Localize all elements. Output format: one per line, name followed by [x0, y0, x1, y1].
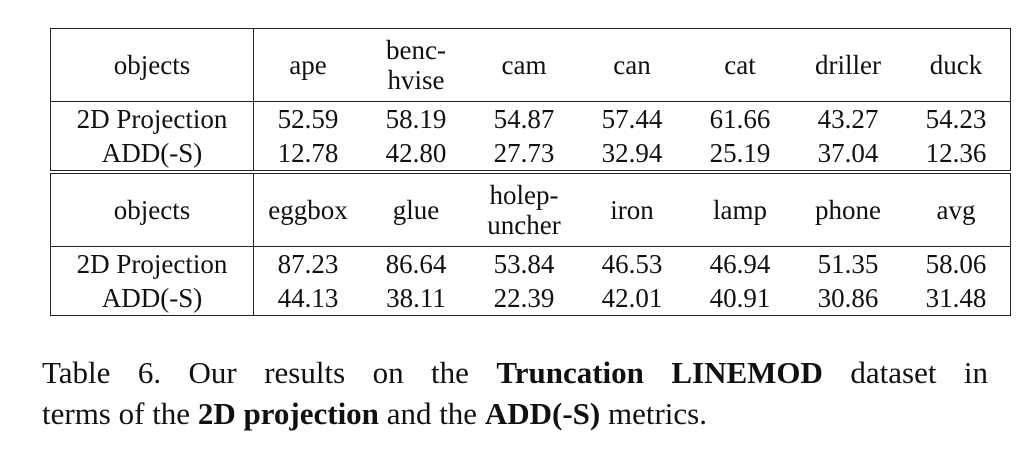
header-line: phone	[815, 195, 881, 225]
header-cell: eggbox	[253, 170, 362, 247]
data-cell: 42.01	[578, 281, 686, 316]
row-label: ADD(-S)	[50, 281, 254, 316]
data-cell: 86.64	[385, 249, 447, 279]
data-cell: 51.35	[817, 249, 879, 279]
data-cell: 43.27	[817, 104, 879, 134]
header-cell: lamp	[686, 170, 794, 247]
data-cell: 25.19	[709, 138, 771, 168]
header-cell: cat	[686, 28, 794, 102]
data-cell: 12.78	[277, 138, 339, 168]
caption-text: terms of the	[42, 396, 198, 431]
header-line: ape	[289, 50, 327, 80]
caption: Table 6. Our results on the Truncation L…	[42, 352, 988, 434]
data-cell: 52.59	[277, 104, 339, 134]
header-cell: iron	[578, 170, 686, 247]
caption-line: Table 6. Our results on the Truncation L…	[42, 352, 988, 393]
header-line: benc-	[386, 35, 446, 65]
data-cell: 44.13	[253, 281, 362, 316]
data-row: ADD(-S) 44.13 38.11 22.39 42.01 40.91 30.86 31.…	[50, 281, 1011, 316]
header-line: avg	[936, 195, 976, 225]
data-cell: 30.86	[794, 281, 902, 316]
data-cell: 46.53	[601, 249, 663, 279]
data-cell: 12.36	[902, 136, 1011, 172]
data-cell: 42.80	[385, 138, 447, 168]
header-cell: duck	[902, 28, 1011, 102]
header-line: glue	[392, 195, 440, 225]
data-cell: 58.06	[902, 246, 1011, 281]
header-cell: glue	[362, 170, 470, 247]
header-cell: benc-hvise	[362, 28, 470, 102]
data-cell: 32.94	[601, 138, 663, 168]
data-cell: 54.23	[902, 101, 1011, 136]
header-line: can	[613, 50, 651, 80]
data-cell: 53.84	[493, 249, 555, 279]
caption-text: metrics.	[600, 396, 707, 431]
data-cell: 61.66	[709, 104, 771, 134]
data-cell: 38.11	[362, 281, 470, 316]
header-cell: ape	[253, 28, 362, 102]
header-line: cat	[724, 50, 756, 80]
row-label: ADD(-S)	[50, 136, 254, 172]
header-row: objects ape benc-hvise cam can cat driller duck	[50, 28, 1011, 102]
header-cell: can	[578, 28, 686, 102]
header-line: objects	[113, 50, 191, 80]
caption-text: ADD(-S)	[484, 396, 601, 431]
header-line: iron	[610, 195, 654, 225]
header-cell: avg	[902, 170, 1011, 247]
header-line: holep-	[489, 180, 559, 210]
header-line: uncher	[487, 210, 561, 240]
data-cell: 22.39	[470, 281, 578, 316]
header-line: objects	[113, 195, 191, 225]
results-table: objects ape benc-hvise cam can cat driller duck…	[50, 28, 1011, 316]
data-cell: 87.23	[277, 249, 339, 279]
data-cell: 54.87	[493, 104, 555, 134]
header-line: cam	[501, 50, 547, 80]
row-label: 2D Projection	[50, 246, 254, 281]
header-line: lamp	[713, 195, 767, 225]
header-cell: phone	[794, 170, 902, 247]
data-row: 2D Projection 52.59 58.19 54.87 57.44 61.66 43…	[50, 101, 1011, 136]
data-cell: 46.94	[709, 249, 771, 279]
header-cell: cam	[470, 28, 578, 102]
row-label: 2D Projection	[50, 101, 254, 136]
header-cell: driller	[794, 28, 902, 102]
data-cell: 27.73	[493, 138, 555, 168]
data-cell: 57.44	[601, 104, 663, 134]
header-line: hvise	[387, 65, 445, 95]
caption-text: dataset in	[822, 355, 989, 390]
data-cell: 40.91	[686, 281, 794, 316]
caption-text: Truncation LINEMOD	[496, 355, 823, 390]
header-line: driller	[815, 50, 881, 80]
caption-text: and the	[378, 396, 485, 431]
caption-line: terms of the 2D projection and the ADD(-…	[42, 393, 988, 434]
data-row: 2D Projection 87.23 86.64 53.84 46.53 46.94 51…	[50, 246, 1011, 281]
header-line: eggbox	[268, 195, 348, 225]
header-line: duck	[929, 50, 983, 80]
header-cell: holep-uncher	[470, 170, 578, 247]
caption-text: Table 6. Our results on the	[42, 355, 497, 390]
header-cell: objects	[50, 170, 254, 247]
header-cell: objects	[50, 28, 254, 102]
header-row: objects eggbox glue holep-uncher iron lamp pho…	[50, 170, 1011, 247]
data-cell: 37.04	[817, 138, 879, 168]
data-cell: 58.19	[385, 104, 447, 134]
data-row: ADD(-S) 12.78 42.80 27.73 32.94 25.19 37.04 12.…	[50, 136, 1011, 172]
data-cell: 31.48	[902, 281, 1011, 316]
caption-text: 2D projection	[197, 396, 379, 431]
